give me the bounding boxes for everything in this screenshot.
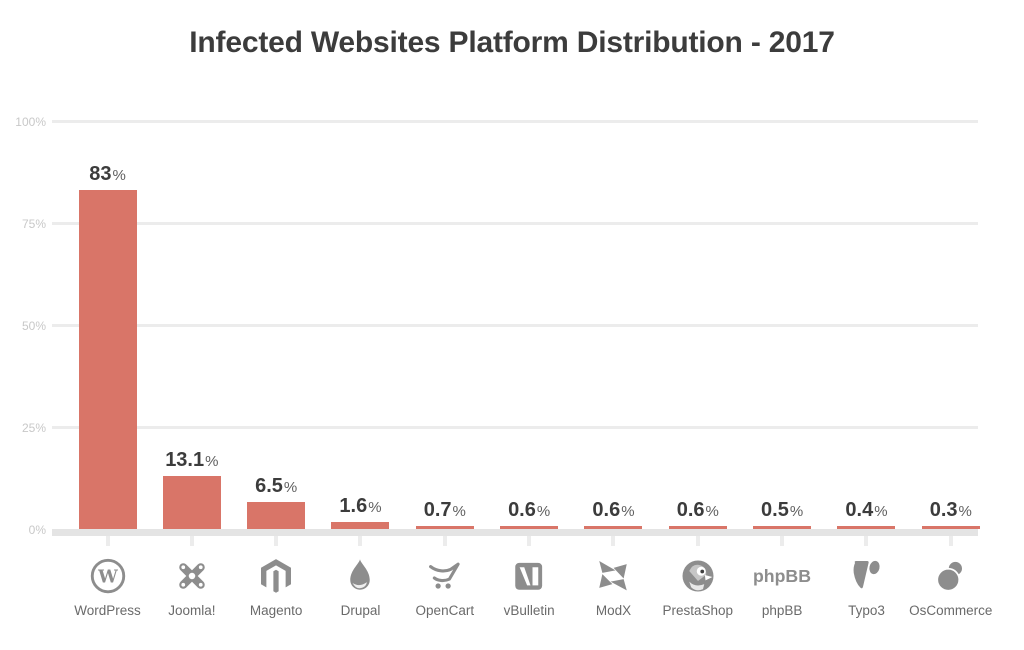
value-unit: % [452, 503, 466, 520]
svg-text:W: W [97, 567, 118, 587]
oscommerce-icon [931, 556, 971, 596]
value-number: 0.6 [508, 499, 536, 521]
gridline-50 [52, 324, 978, 327]
bar-magento [247, 502, 306, 529]
category-label-phpbb: phpBB [761, 603, 803, 618]
value-unit: % [621, 503, 635, 520]
value-number: 0.5 [761, 499, 789, 521]
category-label-typo3: Typo3 [848, 603, 885, 618]
x-axis-tick [611, 536, 616, 546]
value-number: 0.7 [423, 499, 452, 521]
gridline-25 [52, 426, 978, 429]
chart-title: Infected Websites Platform Distribution … [189, 26, 835, 59]
category-label-drupal: Drupal [340, 603, 381, 618]
bar-modx [584, 526, 643, 529]
value-label-magento: 6.5% [231, 474, 321, 498]
x-axis-tick [780, 536, 785, 546]
category-label-wordpress: WordPress [74, 603, 141, 618]
x-axis-tick [358, 536, 363, 546]
value-unit: % [536, 503, 551, 520]
value-unit: % [958, 503, 972, 520]
value-number: 1.6 [339, 495, 368, 517]
x-axis-tick [864, 536, 869, 546]
value-label-opencart: 0.7% [400, 498, 490, 522]
prestashop-icon [678, 556, 718, 596]
x-axis-tick [442, 536, 447, 546]
gridline-75 [52, 222, 978, 225]
value-label-modx: 0.6% [568, 498, 658, 522]
drupal-icon [340, 556, 380, 596]
bar-phpbb [753, 526, 812, 529]
value-label-vbulletin: 0.6% [484, 498, 574, 522]
x-axis-line [52, 529, 978, 536]
category-label-oscommerce: OsCommerce [909, 603, 993, 618]
value-number: 0.6 [676, 499, 705, 521]
vbulletin-icon [509, 556, 549, 596]
x-axis-tick [274, 536, 279, 546]
value-unit: % [789, 503, 804, 520]
category-label-joomla: Joomla! [168, 603, 216, 618]
x-axis-tick [105, 536, 110, 546]
value-label-wordpress: 83% [63, 162, 153, 186]
category-label-opencart: OpenCart [415, 603, 475, 618]
value-number: 6.5 [255, 475, 283, 497]
value-unit: % [205, 453, 219, 470]
y-axis-tick-label: 25% [21, 421, 46, 435]
value-label-phpbb: 0.5% [737, 498, 827, 522]
value-unit: % [283, 479, 298, 496]
value-number: 0.4 [845, 499, 874, 521]
bar-joomla [162, 476, 221, 529]
value-unit: % [705, 503, 719, 520]
value-label-drupal: 1.6% [315, 494, 405, 518]
category-label-modx: ModX [595, 603, 632, 618]
y-axis-tick-label: 100% [15, 115, 46, 129]
wordpress-icon: W [88, 556, 128, 596]
category-label-prestashop: PrestaShop [662, 603, 734, 618]
bar-wordpress [78, 190, 137, 529]
bar-vbulletin [500, 526, 559, 529]
bar-typo3 [837, 526, 896, 529]
bar-opencart [415, 526, 474, 529]
y-axis-tick-label: 0% [28, 523, 46, 537]
x-axis-tick [189, 536, 194, 546]
magento-icon [256, 556, 296, 596]
value-number: 0.6 [592, 499, 621, 521]
joomla-icon [172, 556, 212, 596]
value-unit: % [874, 503, 888, 520]
value-number: 13.1 [165, 449, 205, 471]
value-number: 83 [89, 163, 112, 185]
x-axis-tick [948, 536, 953, 546]
y-axis-tick-label: 75% [21, 217, 46, 231]
value-number: 0.3 [929, 499, 958, 521]
bar-oscommerce [921, 526, 980, 529]
category-label-magento: Magento [249, 603, 303, 618]
svg-text:phpBB: phpBB [753, 566, 811, 586]
modx-icon [593, 556, 633, 596]
y-axis-tick-label: 50% [21, 319, 46, 333]
value-label-typo3: 0.4% [821, 498, 911, 522]
x-axis-tick [695, 536, 700, 546]
gridline-100 [52, 120, 978, 123]
category-label-vbulletin: vBulletin [503, 603, 555, 618]
x-axis-tick [527, 536, 532, 546]
opencart-icon [425, 556, 465, 596]
value-label-joomla: 13.1% [147, 448, 237, 472]
value-label-prestashop: 0.6% [653, 498, 743, 522]
phpbb-icon: phpBB [751, 556, 813, 596]
typo3-icon [846, 556, 886, 596]
value-unit: % [368, 499, 382, 516]
bar-prestashop [668, 526, 727, 529]
bar-drupal [331, 522, 390, 529]
value-unit: % [112, 167, 126, 184]
value-label-oscommerce: 0.3% [906, 498, 996, 522]
